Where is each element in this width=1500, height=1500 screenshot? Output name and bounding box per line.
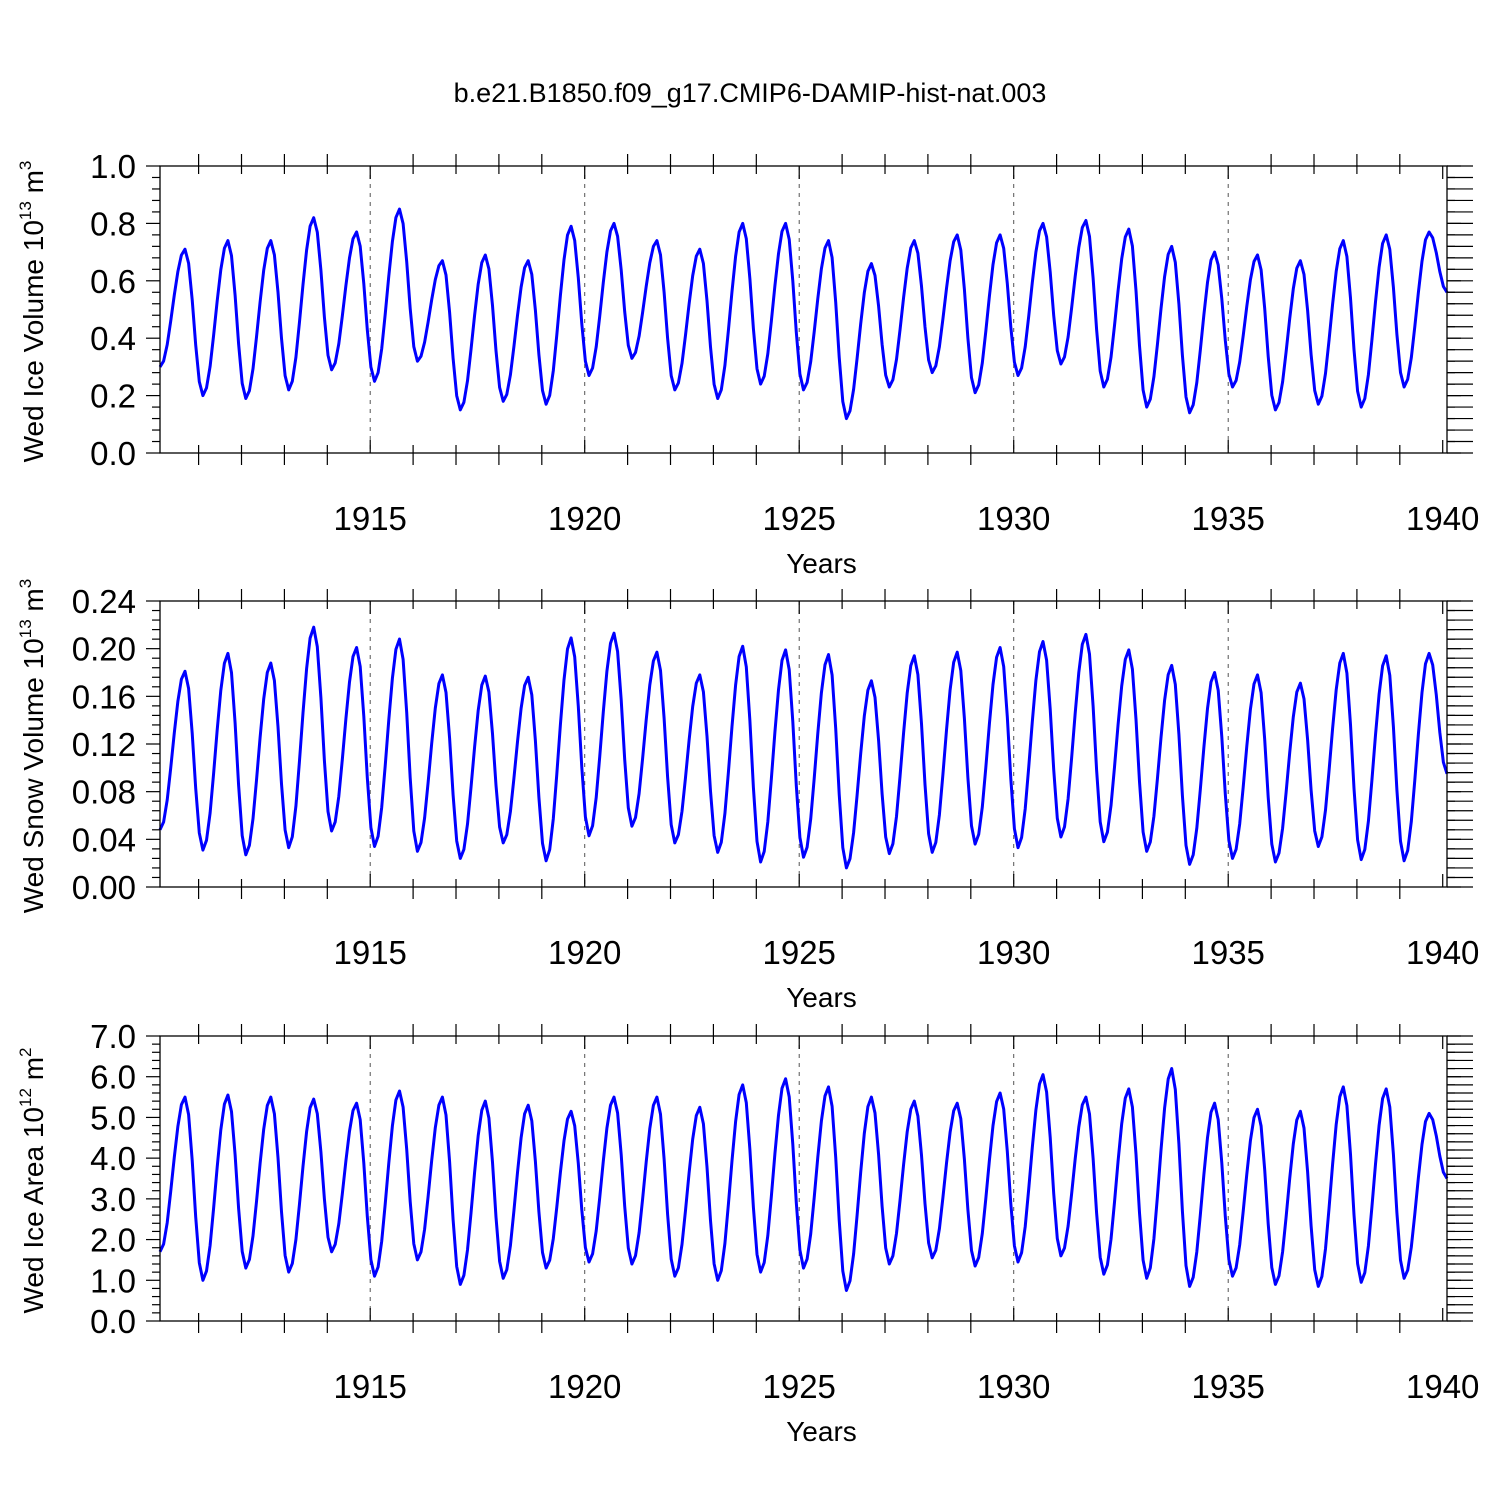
x-tick-label: 1915 [333,1368,406,1405]
x-tick-label: 1920 [548,934,621,971]
y-tick-label: 0.12 [72,726,136,763]
y-tick-label: 4.0 [90,1140,136,1177]
plot-frame [159,600,1448,888]
panel-ice-volume: 1915 1920 1925 1930 1935 1940 0.0 0.2 0.4 0.6 0.8 1… [16,148,1479,579]
x-tick-label: 1940 [1406,500,1479,537]
y-tick-label: 0.8 [90,205,136,242]
y-tick-label: 0.24 [72,583,136,620]
panel-snow-volume: 1915 1920 1925 1930 1935 1940 0.00 0.04 0.08 0.12… [16,579,1479,1013]
x-tick-label: 1925 [762,934,835,971]
y-axis-label-exponent: 13 [16,619,35,638]
y-axis-label-text: Wed Ice Area 10 [18,1107,49,1314]
y-tick-label: 1.0 [90,148,136,185]
x-tick-label: 1940 [1406,934,1479,971]
x-tick-label: 1915 [333,934,406,971]
y-axis-label-text: Wed Snow Volume 10 [18,638,49,913]
plot-frame [159,165,1448,454]
y-axis-label-unit-exponent: 3 [16,579,35,588]
y-axis-label-unit: m [18,1057,49,1088]
y-tick-label: 0.0 [90,435,136,472]
y-tick-label: 6.0 [90,1059,136,1096]
x-tick-label: 1930 [977,934,1050,971]
y-axis-label-exponent: 12 [16,1088,35,1107]
y-tick-label: 0.4 [90,320,136,357]
y-axis-label-unit-exponent: 2 [16,1048,35,1057]
y-tick-label: 0.00 [72,869,136,906]
x-tick-label: 1935 [1191,934,1264,971]
plot-frame [159,1035,1448,1322]
y-axis-label-unit: m [18,588,49,619]
x-axis-label: Years [786,548,857,579]
x-axis-label: Years [786,982,857,1013]
x-tick-label: 1920 [548,1368,621,1405]
y-axis-label: Wed Snow Volume 1013 m3 [16,579,49,913]
y-axis-label-text: Wed Ice Volume 10 [18,220,49,462]
y-tick-label: 3.0 [90,1181,136,1218]
y-tick-label: 0.2 [90,378,136,415]
y-tick-label: 0.16 [72,678,136,715]
y-tick-label: 0.04 [72,821,136,858]
y-axis-label: Wed Ice Volume 1013 m3 [16,161,49,463]
y-tick-label: 5.0 [90,1099,136,1136]
y-tick-label: 0.0 [90,1303,136,1340]
x-tick-label: 1920 [548,500,621,537]
y-tick-label: 0.20 [72,631,136,668]
y-axis-label-exponent: 13 [16,201,35,220]
chart-title: b.e21.B1850.f09_g17.CMIP6-DAMIP-hist-nat… [454,78,1047,108]
data-series-line [158,207,1449,421]
x-tick-label: 1915 [333,500,406,537]
x-axis-label: Years [786,1416,857,1447]
y-tick-label: 7.0 [90,1018,136,1055]
y-tick-label: 1.0 [90,1262,136,1299]
x-tick-label: 1935 [1191,1368,1264,1405]
data-series-line [158,625,1449,870]
x-tick-label: 1935 [1191,500,1264,537]
x-tick-label: 1940 [1406,1368,1479,1405]
panel-ice-area: 1915 1920 1925 1930 1935 1940 0.0 1.02.0 3.0 4.0 5… [16,1018,1479,1447]
y-tick-label: 2.0 [90,1222,136,1259]
x-tick-label: 1925 [762,1368,835,1405]
x-tick-label: 1925 [762,500,835,537]
y-axis-label-unit-exponent: 3 [16,161,35,170]
x-tick-label: 1930 [977,1368,1050,1405]
y-tick-label: 0.6 [90,263,136,300]
x-tick-label: 1930 [977,500,1050,537]
data-series-line [158,1067,1449,1292]
y-tick-label: 0.08 [72,774,136,811]
y-axis-label: Wed Ice Area 1012 m2 [16,1048,49,1314]
y-axis-label-unit: m [18,170,49,201]
